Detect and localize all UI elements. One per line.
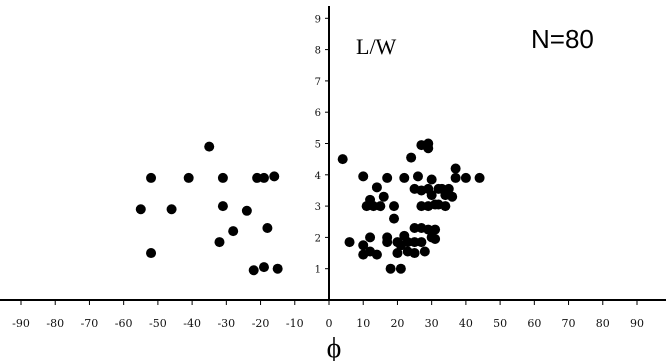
data-point [402,237,413,248]
x-tick-label: 10 [356,317,370,330]
y-tick-label: 5 [315,140,321,151]
data-point [450,172,461,183]
data-point [146,172,157,183]
x-tick-label: -90 [12,317,30,330]
x-axis-title: ϕ [327,333,342,361]
data-point [204,141,215,152]
data-point [358,171,369,182]
data-point [217,172,228,183]
data-point [399,172,410,183]
data-point [416,201,427,212]
data-point [382,172,393,183]
data-point [409,237,420,248]
data-point [228,226,239,237]
x-tick-label: 60 [527,317,541,330]
data-point [443,183,454,194]
data-point [416,237,427,248]
data-point [258,172,269,183]
x-tick-label: 0 [326,317,333,330]
data-point [378,191,389,202]
data-point [269,171,280,182]
data-point [474,172,485,183]
annotation-count-label: N=80 [531,24,594,54]
x-tick-label: 50 [493,317,507,330]
data-point [389,213,400,224]
x-tick-label: -40 [183,317,201,330]
data-point [258,262,269,273]
y-tick-label: 4 [315,171,321,182]
data-point [337,154,348,165]
y-tick-label: 7 [315,77,321,88]
data-point [440,201,451,212]
data-point [217,201,228,212]
x-tick-label: -20 [252,317,270,330]
data-point [409,248,420,259]
data-point [248,265,259,276]
data-point [382,237,393,248]
y-tick-label: 2 [315,233,321,244]
data-point [166,204,177,215]
data-point [460,172,471,183]
data-point [430,233,441,244]
data-point [146,248,157,259]
data-point [419,246,430,257]
y-tick-label: 8 [315,46,321,57]
data-point [262,223,273,234]
data-point [241,205,252,216]
x-tick-label: -30 [217,317,235,330]
data-point [371,249,382,260]
x-tick-label: 20 [390,317,404,330]
data-point [344,237,355,248]
data-points [135,138,485,276]
data-point [252,172,263,183]
x-tick-label: -70 [81,317,99,330]
data-point [426,174,437,185]
data-point [368,201,379,212]
data-point [423,224,434,235]
x-tick-label: 40 [459,317,473,330]
data-point [430,224,441,235]
y-tick-label: 1 [315,265,321,276]
x-tick-label: -60 [115,317,133,330]
data-point [392,248,403,259]
data-point [447,191,458,202]
y-tick-label: 9 [315,14,321,25]
data-point [409,223,420,234]
data-point [214,237,225,248]
data-point [406,152,417,163]
x-tick-label: 80 [596,317,610,330]
data-point [135,204,146,215]
data-point [358,240,369,251]
ticks: -90 -80 -70 -60 -50 -40 -30 -20 -10 0 10 20 30 40 50 60… [12,14,644,330]
data-point [375,201,386,212]
x-tick-label: -50 [149,317,167,330]
data-point [412,171,423,182]
x-tick-label: 30 [425,317,439,330]
data-point [389,201,400,212]
x-tick-label: -80 [46,317,64,330]
x-tick-label: 90 [630,317,644,330]
data-point [426,190,437,201]
data-point [365,232,376,243]
axes [0,6,666,301]
y-tick-label: 6 [315,108,321,119]
data-point [272,263,283,274]
y-tick-label: 3 [315,202,321,213]
data-point [183,172,194,183]
x-tick-label: -10 [286,317,304,330]
data-point [450,163,461,174]
data-point [423,143,434,154]
data-point [371,182,382,193]
annotation-ratio-label: L/W [356,34,397,59]
data-point [385,263,396,274]
data-point [395,263,406,274]
x-tick-label: 70 [562,317,576,330]
